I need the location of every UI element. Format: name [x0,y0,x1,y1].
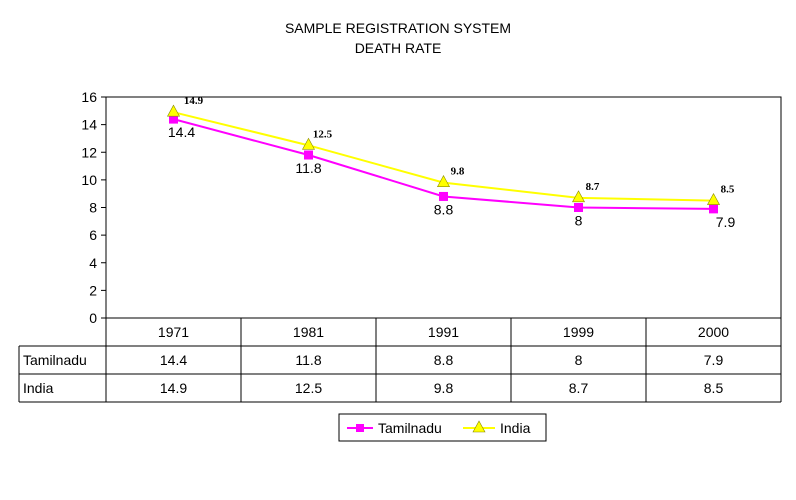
y-tick-label: 6 [89,227,97,243]
marker-india-1971 [166,104,181,117]
data-label-tamilnadu: 11.8 [295,160,321,176]
y-tick-label: 8 [89,200,97,216]
chart-title-line-1: SAMPLE REGISTRATION SYSTEM [284,20,512,36]
data-label-tamilnadu: 8.8 [434,201,454,217]
x-category-label: 1971 [158,324,189,340]
data-label-tamilnadu: 7.9 [716,214,736,230]
y-tick-label: 0 [89,310,97,326]
data-label-india: 8.7 [586,181,600,193]
series-line-india [173,111,714,202]
y-tick-label: 2 [89,282,97,298]
x-category-label: 1981 [293,324,324,340]
table-cell: 8 [575,352,583,368]
table-cell: 8.8 [434,352,454,368]
legend-marker-india [472,420,486,433]
table-cell: 14.9 [160,380,187,396]
x-category-label: 1999 [563,324,594,340]
legend-label-india: India [500,420,531,436]
data-label-india: 12.5 [313,128,333,140]
x-category-label: 2000 [698,324,729,340]
legend-marker-tamilnadu [356,424,364,432]
y-tick-label: 16 [81,89,97,105]
legend-box [338,413,547,442]
marker-india-1981 [301,137,316,150]
marker-tamilnadu-1999 [574,203,583,212]
table-cell: 9.8 [434,380,454,396]
marker-india-1991 [436,175,451,187]
table-row-label: Tamilnadu [23,352,87,368]
marker-india-2000 [706,192,721,205]
table-cell: 8.5 [704,380,724,396]
y-tick-label: 14 [81,117,97,133]
table-row-label: India [23,380,54,396]
table-cell: 14.4 [160,352,187,368]
y-tick-label: 4 [89,255,97,271]
data-label-india: 14.9 [184,95,204,107]
table-cell: 8.7 [569,380,589,396]
marker-tamilnadu-1981 [304,150,313,160]
data-label-tamilnadu: 14.4 [168,124,195,140]
table-cell: 11.8 [295,352,321,368]
legend-label-tamilnadu: Tamilnadu [378,420,442,436]
table-cell: 7.9 [704,352,724,368]
data-label-india: 8.5 [721,184,735,196]
marker-india-1999 [571,190,586,203]
table-cell: 12.5 [295,380,322,396]
y-tick-label: 12 [81,144,97,160]
x-category-label: 1991 [428,324,459,340]
marker-tamilnadu-2000 [709,204,718,214]
marker-tamilnadu-1991 [439,191,448,201]
y-tick-label: 10 [81,172,97,188]
data-label-tamilnadu: 8 [575,213,583,229]
data-label-india: 9.8 [451,166,465,178]
chart-title-line-2: DEATH RATE [354,40,442,56]
